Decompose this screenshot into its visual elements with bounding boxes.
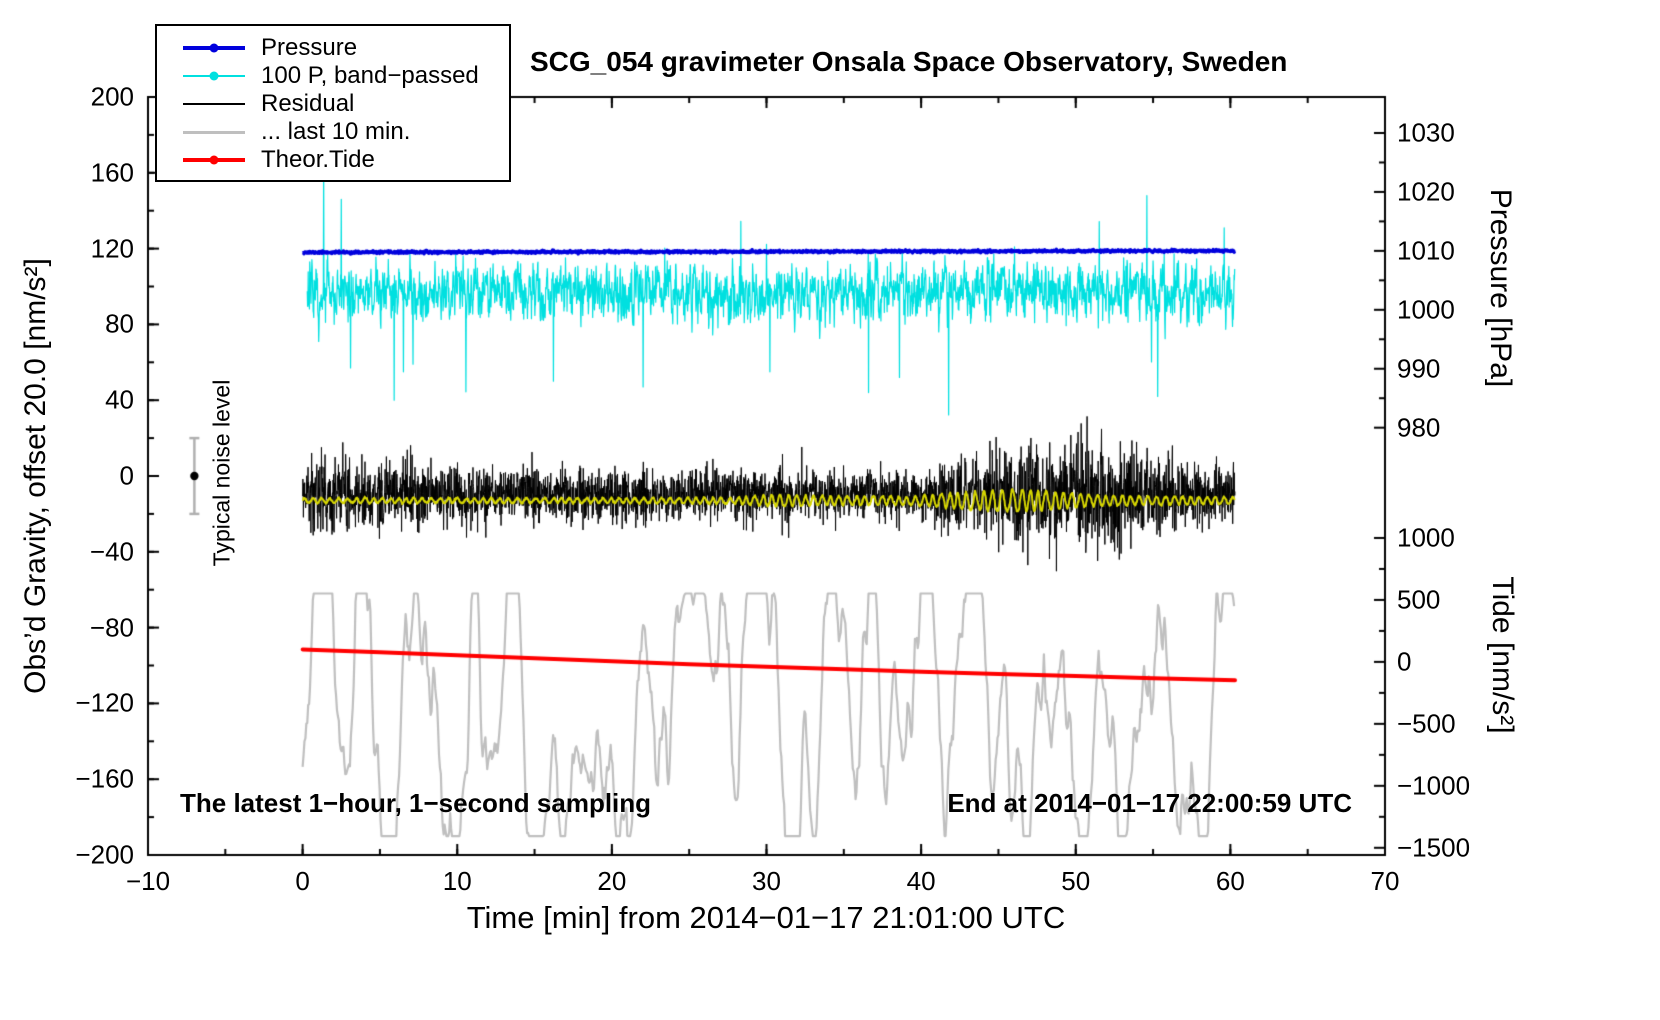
legend-label: 100 P, band−passed	[261, 62, 479, 89]
legend-marker-dot	[209, 43, 219, 53]
legend: Pressure 100 P, band−passed Residual... la…	[155, 24, 511, 182]
legend-line-sample	[183, 130, 245, 134]
legend-item: ... last 10 min.	[157, 118, 509, 146]
legend-label: Pressure	[261, 34, 358, 61]
legend-item: 100 P, band−passed	[157, 62, 509, 90]
legend-item: Theor.Tide	[157, 146, 509, 174]
legend-label: Residual	[261, 90, 355, 117]
annotation-end-time: End at 2014−01−17 22:00:59 UTC	[947, 788, 1352, 818]
legend-line-sample	[183, 43, 245, 53]
x-axis-label: Time [min] from 2014−01−17 21:01:00 UTC	[466, 900, 1066, 935]
legend-marker-dot	[209, 71, 219, 81]
legend-line-sample	[183, 71, 245, 81]
y-axis-label-pressure: Pressure [hPa]	[1484, 188, 1517, 388]
y-axis-label-gravity: Obs’d Gravity, offset 20.0 [nm/s²]	[19, 258, 52, 694]
noise-level-label: Typical noise level	[208, 379, 235, 567]
legend-item: Residual	[157, 90, 509, 118]
legend-label: Theor.Tide	[261, 146, 375, 173]
legend-line-sample	[183, 102, 245, 106]
y-axis-label-tide: Tide [nm/s²]	[1486, 576, 1519, 734]
legend-line-sample	[183, 155, 245, 165]
legend-marker-dot	[209, 155, 219, 165]
legend-label: ... last 10 min.	[261, 118, 411, 145]
chart-title: SCG_054 gravimeter Onsala Space Observat…	[530, 46, 1288, 77]
annotation-sampling: The latest 1−hour, 1−second sampling	[180, 788, 652, 818]
legend-item: Pressure	[157, 34, 509, 62]
